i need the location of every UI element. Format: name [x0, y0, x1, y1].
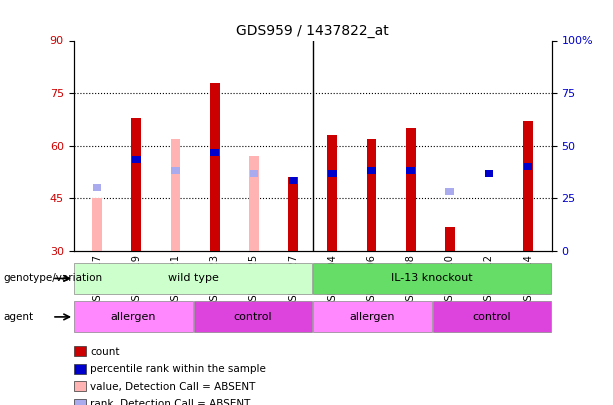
Bar	[74, 263, 312, 294]
Bar	[406, 128, 416, 251]
Text: value, Detection Call = ABSENT: value, Detection Call = ABSENT	[90, 382, 256, 392]
Text: agent: agent	[3, 312, 33, 322]
Bar	[433, 301, 551, 333]
Bar	[132, 156, 140, 163]
Bar	[194, 301, 312, 333]
Bar	[289, 177, 297, 184]
Bar	[313, 263, 551, 294]
Bar	[288, 177, 298, 251]
Bar	[93, 184, 101, 192]
Bar	[249, 171, 258, 177]
Bar	[74, 381, 86, 391]
Bar	[445, 226, 455, 251]
Bar	[74, 399, 86, 405]
Title: GDS959 / 1437822_at: GDS959 / 1437822_at	[236, 24, 389, 38]
Text: genotype/variation: genotype/variation	[3, 273, 102, 283]
Bar	[406, 167, 415, 174]
Bar	[74, 364, 86, 374]
Text: control: control	[234, 312, 272, 322]
Text: percentile rank within the sample: percentile rank within the sample	[90, 364, 266, 374]
Bar	[74, 346, 86, 356]
Bar	[171, 167, 180, 174]
Bar	[446, 188, 454, 195]
Bar	[485, 171, 493, 177]
Bar	[313, 301, 432, 333]
Text: control: control	[473, 312, 511, 322]
Bar	[249, 156, 259, 251]
Text: count: count	[90, 347, 120, 357]
Text: rank, Detection Call = ABSENT: rank, Detection Call = ABSENT	[90, 399, 251, 405]
Bar	[327, 135, 337, 251]
Bar	[210, 149, 219, 156]
Bar	[524, 163, 533, 171]
Text: wild type: wild type	[168, 273, 218, 283]
Bar	[524, 121, 533, 251]
Bar	[92, 198, 102, 251]
Bar	[367, 139, 376, 251]
Text: IL-13 knockout: IL-13 knockout	[391, 273, 473, 283]
Bar	[210, 83, 219, 251]
Bar	[74, 301, 192, 333]
Text: allergen: allergen	[349, 312, 395, 322]
Bar	[131, 118, 141, 251]
Bar	[170, 139, 180, 251]
Bar	[367, 167, 376, 174]
Text: allergen: allergen	[110, 312, 156, 322]
Bar	[328, 171, 337, 177]
